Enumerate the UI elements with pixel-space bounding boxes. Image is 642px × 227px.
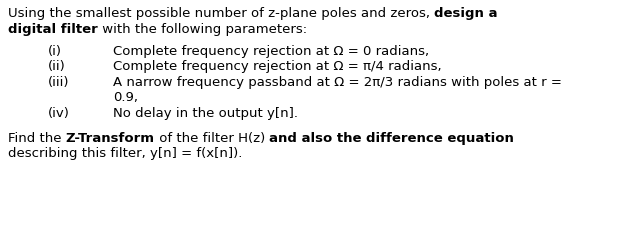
Text: No delay in the output y[n].: No delay in the output y[n]. xyxy=(113,107,298,120)
Text: digital filter: digital filter xyxy=(8,22,98,35)
Text: of the filter H(z): of the filter H(z) xyxy=(155,132,269,145)
Text: with the following parameters:: with the following parameters: xyxy=(98,22,307,35)
Text: Using the smallest possible number of z-plane poles and zeros,: Using the smallest possible number of z-… xyxy=(8,7,434,20)
Text: difference equation: difference equation xyxy=(367,132,514,145)
Text: (ii): (ii) xyxy=(48,60,65,74)
Text: Z-Transform: Z-Transform xyxy=(65,132,155,145)
Text: design a: design a xyxy=(434,7,498,20)
Text: and also the: and also the xyxy=(269,132,367,145)
Text: 0.9,: 0.9, xyxy=(113,91,138,104)
Text: Complete frequency rejection at Ω = π/4 radians,: Complete frequency rejection at Ω = π/4 … xyxy=(113,60,442,74)
Text: A narrow frequency passband at Ω = 2π/3 radians with poles at r =: A narrow frequency passband at Ω = 2π/3 … xyxy=(113,76,562,89)
Text: (iii): (iii) xyxy=(48,76,69,89)
Text: Find the: Find the xyxy=(8,132,65,145)
Text: Complete frequency rejection at Ω = 0 radians,: Complete frequency rejection at Ω = 0 ra… xyxy=(113,45,429,58)
Text: describing this filter, y[n] = f(x[n]).: describing this filter, y[n] = f(x[n]). xyxy=(8,147,243,160)
Text: (iv): (iv) xyxy=(48,107,70,120)
Text: (i): (i) xyxy=(48,45,62,58)
